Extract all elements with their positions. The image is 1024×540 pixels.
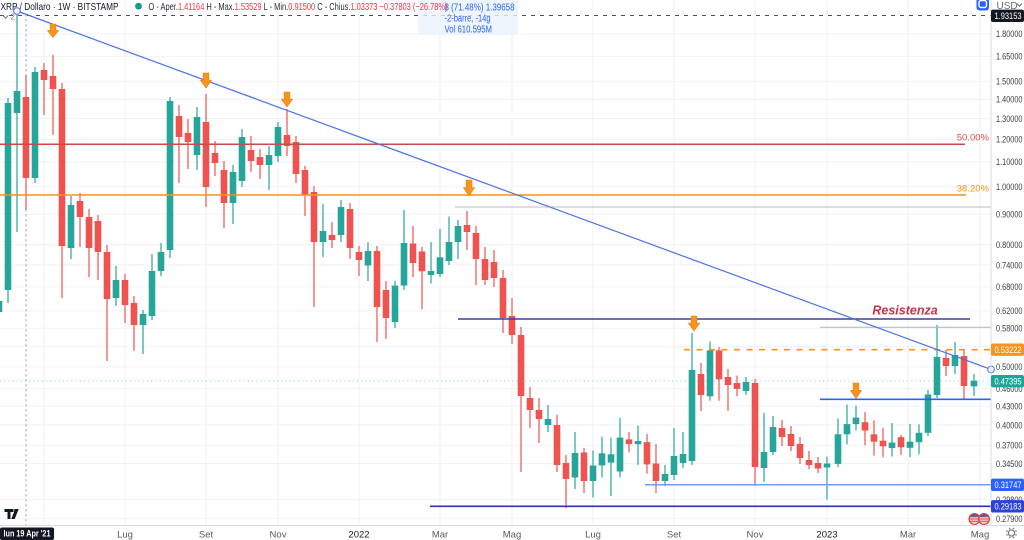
svg-text:Nov: Nov [270,530,287,540]
svg-text:8 (71.48%) 1.39658: 8 (71.48%) 1.39658 [445,3,515,14]
svg-text:Set: Set [667,530,682,540]
svg-text:USD: USD [997,1,1018,12]
svg-text:0.29183: 0.29183 [995,502,1022,513]
svg-text:38.20%: 38.20% [957,184,990,195]
svg-text:1.80000: 1.80000 [996,29,1023,40]
svg-text:Mag: Mag [503,530,521,540]
svg-text:50.00%: 50.00% [957,133,990,144]
svg-text:0.46000: 0.46000 [996,384,1023,395]
svg-text:1.50000: 1.50000 [996,77,1023,88]
svg-text:1.00000: 1.00000 [996,182,1023,193]
svg-text:2022: 2022 [348,530,369,540]
svg-text:0.53222: 0.53222 [995,345,1022,356]
svg-text:Mar: Mar [432,530,448,540]
svg-text:0.40000: 0.40000 [996,420,1023,431]
svg-text:0.74000: 0.74000 [996,260,1023,271]
svg-text:0.27900: 0.27900 [996,514,1023,525]
svg-text:Lug: Lug [117,530,133,540]
svg-text:0.43000: 0.43000 [996,401,1023,412]
svg-text:0.34500: 0.34500 [996,459,1023,470]
svg-text:0.47395: 0.47395 [995,376,1022,387]
svg-text:1.40000: 1.40000 [996,95,1023,106]
svg-text:0.68000: 0.68000 [996,282,1023,293]
svg-text:Set: Set [199,530,214,540]
svg-text:0.90000: 0.90000 [996,209,1023,220]
svg-text:O - Aper.1.41164 H - Max.1.535: O - Aper.1.41164 H - Max.1.53529 L - Min… [149,2,448,13]
svg-text:1.30000: 1.30000 [996,114,1023,125]
svg-text:Vol 610.595M: Vol 610.595M [445,25,493,36]
svg-text:0.80000: 0.80000 [996,240,1023,251]
svg-text:Lug: Lug [585,530,601,540]
svg-text:0.62000: 0.62000 [996,306,1023,317]
svg-text:2023: 2023 [816,530,837,540]
svg-text:Nov: Nov [747,530,764,540]
svg-text:0.31747: 0.31747 [995,480,1022,491]
svg-text:0.50000: 0.50000 [996,362,1023,373]
svg-text:0.58000: 0.58000 [996,324,1023,335]
svg-text:Mar: Mar [900,530,916,540]
svg-text:-2-barre, -14g: -2-barre, -14g [445,14,491,25]
svg-text:Resistenza: Resistenza [872,304,937,318]
svg-text:1.93153: 1.93153 [995,11,1022,22]
svg-text:Mag: Mag [971,530,989,540]
svg-text:1.10000: 1.10000 [996,157,1023,168]
svg-text:lun 19 Apr '21: lun 19 Apr '21 [4,529,51,539]
svg-text:XRP / Dollaro · 1W · BITSTAMP: XRP / Dollaro · 1W · BITSTAMP [1,1,119,13]
svg-text:1.20000: 1.20000 [996,135,1023,146]
svg-text:0.37000: 0.37000 [996,441,1023,452]
svg-text:2: 2 [11,13,16,22]
svg-text:1.65000: 1.65000 [996,52,1023,63]
